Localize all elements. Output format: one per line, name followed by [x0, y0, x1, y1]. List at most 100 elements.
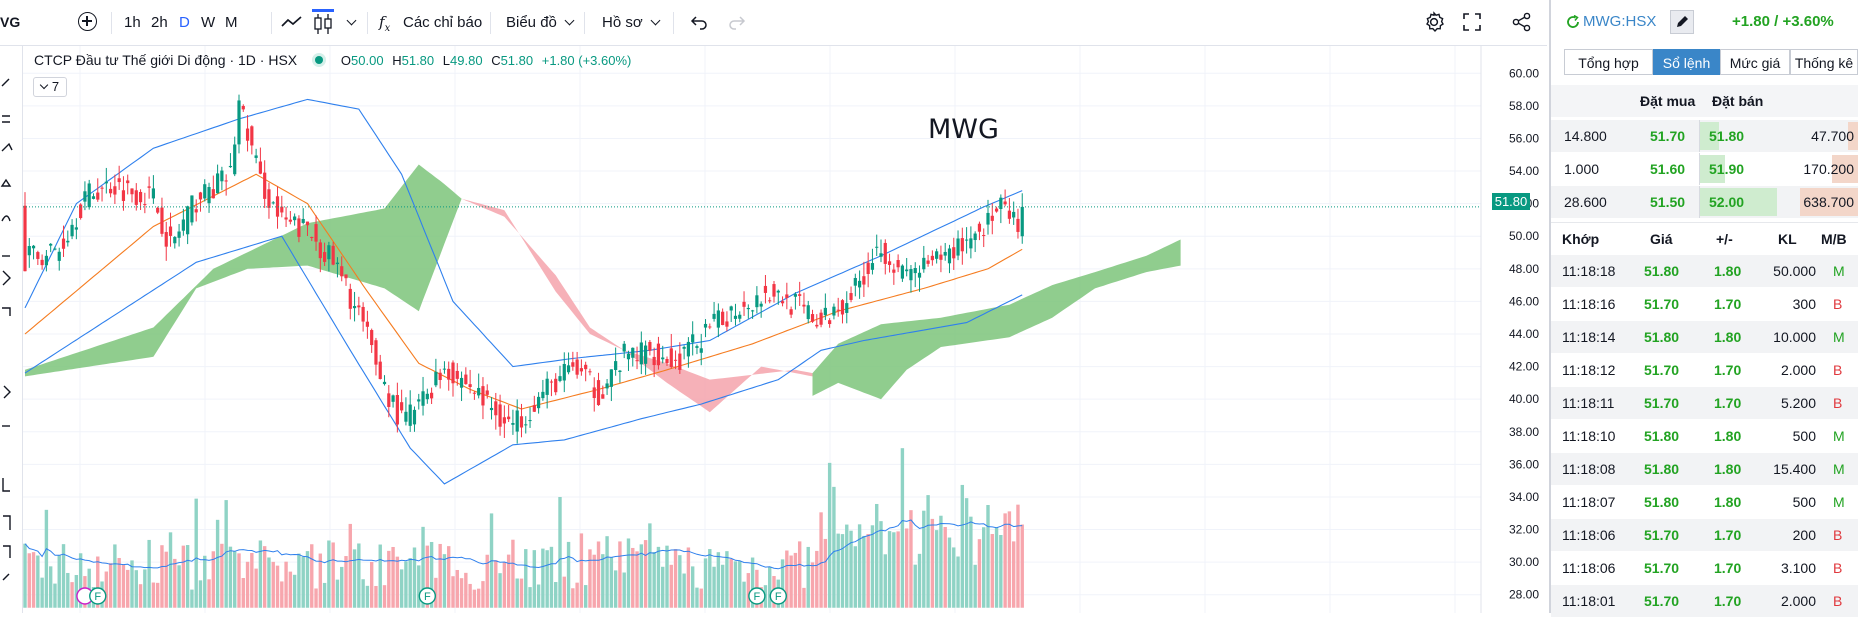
tab-so-lenh[interactable]: Sổ lệnh	[1653, 49, 1720, 75]
candle-body	[404, 411, 408, 422]
trade-price: 51.70	[1644, 527, 1680, 543]
patterns-tool-icon[interactable]	[2, 270, 11, 286]
legend-open-label: O	[340, 53, 352, 68]
lines-tool-icon[interactable]	[2, 115, 10, 123]
panel-symbol[interactable]: MWG:HSX	[1583, 13, 1657, 30]
trade-row[interactable]: 11:18:06 51.70 1.70 200 B	[1551, 519, 1858, 551]
brush-tool-icon[interactable]	[1, 215, 11, 222]
indicators-button[interactable]: Các chỉ báo	[403, 14, 483, 31]
interval-1h[interactable]: 1h	[124, 14, 141, 31]
trendline-tool-icon[interactable]	[1, 78, 10, 87]
trade-change: 1.70	[1714, 593, 1742, 609]
chart-layout-dropdown[interactable]: Biểu đồ	[506, 0, 573, 45]
tab-muc-gia[interactable]: Mức giá	[1720, 49, 1790, 75]
pitchfork-tool-icon[interactable]	[1, 142, 13, 152]
volume-bar	[922, 510, 926, 608]
candle-body	[866, 262, 870, 275]
book-row[interactable]: 1.000 51.60 51.90 170.200	[1551, 153, 1858, 185]
remove-drawings-icon[interactable]	[3, 545, 11, 558]
interval-2h[interactable]: 2h	[151, 14, 168, 31]
trade-price: 51.70	[1644, 560, 1680, 576]
volume-bar	[686, 547, 691, 608]
volume-bar	[866, 533, 870, 608]
edit-pencil-icon[interactable]	[1670, 10, 1694, 34]
trade-row[interactable]: 11:18:12 51.70 1.70 2.000 B	[1551, 354, 1858, 386]
trade-row[interactable]: 11:18:14 51.80 1.80 10.000 M	[1551, 321, 1858, 353]
candle-body	[323, 252, 327, 262]
candle-body	[532, 405, 536, 412]
hide-drawings-icon[interactable]	[3, 515, 11, 530]
volume-bar	[703, 558, 708, 608]
volume-bar	[973, 564, 977, 608]
trade-row[interactable]: 11:18:11 51.70 1.70 5.200 B	[1551, 387, 1858, 419]
volume-bar	[528, 587, 532, 608]
volume-bar	[926, 495, 930, 608]
volume-ma-line	[24, 519, 1023, 570]
measure-tool-icon[interactable]	[2, 307, 11, 316]
candle-body	[511, 422, 515, 425]
candle-body	[310, 236, 314, 238]
icons-tool-icon[interactable]	[3, 385, 11, 399]
volume-bar	[485, 554, 489, 608]
interval-w[interactable]: W	[201, 14, 216, 31]
indicator-count: 7	[51, 79, 60, 94]
candle-body	[999, 197, 1003, 210]
volume-bar	[27, 553, 31, 608]
price-tick-label: 42.00	[1509, 360, 1539, 374]
line-chart-type-icon[interactable]	[280, 13, 304, 31]
trade-row[interactable]: 11:18:08 51.80 1.80 15.400 M	[1551, 453, 1858, 485]
candle-body	[160, 207, 164, 234]
favorites-tool-icon[interactable]	[2, 573, 10, 581]
interval-m[interactable]: M	[225, 14, 238, 31]
book-row[interactable]: 28.600 51.50 52.00 638.700	[1551, 186, 1858, 218]
candle-body	[464, 374, 468, 385]
interval-d[interactable]: D	[179, 14, 190, 31]
candle-body	[211, 189, 215, 199]
price-chart[interactable]: 60.0058.0056.0054.0052.0050.0048.0046.00…	[23, 46, 1547, 613]
volume-bar	[160, 545, 164, 608]
volume-bar	[447, 546, 451, 608]
trade-row[interactable]: 11:18:01 51.70 1.70 2.000 B	[1551, 585, 1858, 617]
series-visibility-dot-icon[interactable]	[315, 56, 324, 64]
trade-row[interactable]: 11:18:10 51.80 1.80 500 M	[1551, 420, 1858, 452]
redo-icon[interactable]	[728, 14, 746, 30]
volume-bar	[982, 527, 986, 608]
refresh-icon[interactable]	[1566, 15, 1580, 29]
candle-body	[156, 207, 160, 213]
volume-bar	[592, 554, 596, 608]
volume-bar	[802, 587, 806, 608]
lock-drawings-icon[interactable]	[2, 478, 10, 492]
candles-chart-type-icon[interactable]	[312, 9, 334, 37]
share-icon[interactable]	[1512, 12, 1532, 32]
volume-bar	[618, 541, 622, 608]
candle-body	[541, 391, 545, 399]
volume-bar	[541, 548, 545, 608]
add-symbol-plus-icon[interactable]	[78, 12, 97, 31]
tab-tong-hop[interactable]: Tổng hợp	[1564, 49, 1653, 75]
volume-bar	[455, 569, 459, 608]
volume-bar	[806, 546, 810, 608]
indicators-collapse-toggle[interactable]: 7	[33, 77, 67, 97]
candle-body	[845, 303, 849, 313]
volume-bar	[797, 541, 802, 608]
trade-change: 1.70	[1714, 395, 1742, 411]
undo-icon[interactable]	[690, 14, 708, 30]
trade-row[interactable]: 11:18:16 51.70 1.70 300 B	[1551, 288, 1858, 320]
candle-body	[288, 219, 292, 222]
indicators-fx-icon[interactable]: fx	[379, 13, 391, 34]
volume-bar	[643, 540, 648, 608]
profile-dropdown[interactable]: Hồ sơ	[602, 0, 659, 45]
price-tick-label: 44.00	[1509, 327, 1539, 341]
symbol-search[interactable]: VG	[0, 14, 21, 30]
trade-row[interactable]: 11:18:07 51.80 1.80 500 M	[1551, 486, 1858, 518]
chart-type-dropdown-chevron-icon[interactable]	[339, 0, 355, 45]
candle-body	[121, 190, 126, 201]
settings-gear-icon[interactable]	[1423, 11, 1445, 33]
trade-row[interactable]: 11:18:18 51.80 1.80 50.000 M	[1551, 255, 1858, 287]
price-tick-label: 46.00	[1509, 294, 1539, 308]
tab-thong-ke[interactable]: Thống kê	[1790, 49, 1858, 75]
trade-row[interactable]: 11:18:06 51.70 1.70 3.100 B	[1551, 552, 1858, 584]
fullscreen-icon[interactable]	[1463, 13, 1481, 31]
book-row[interactable]: 14.800 51.70 51.80 47.700	[1551, 120, 1858, 152]
shapes-tool-icon[interactable]	[0, 178, 12, 187]
